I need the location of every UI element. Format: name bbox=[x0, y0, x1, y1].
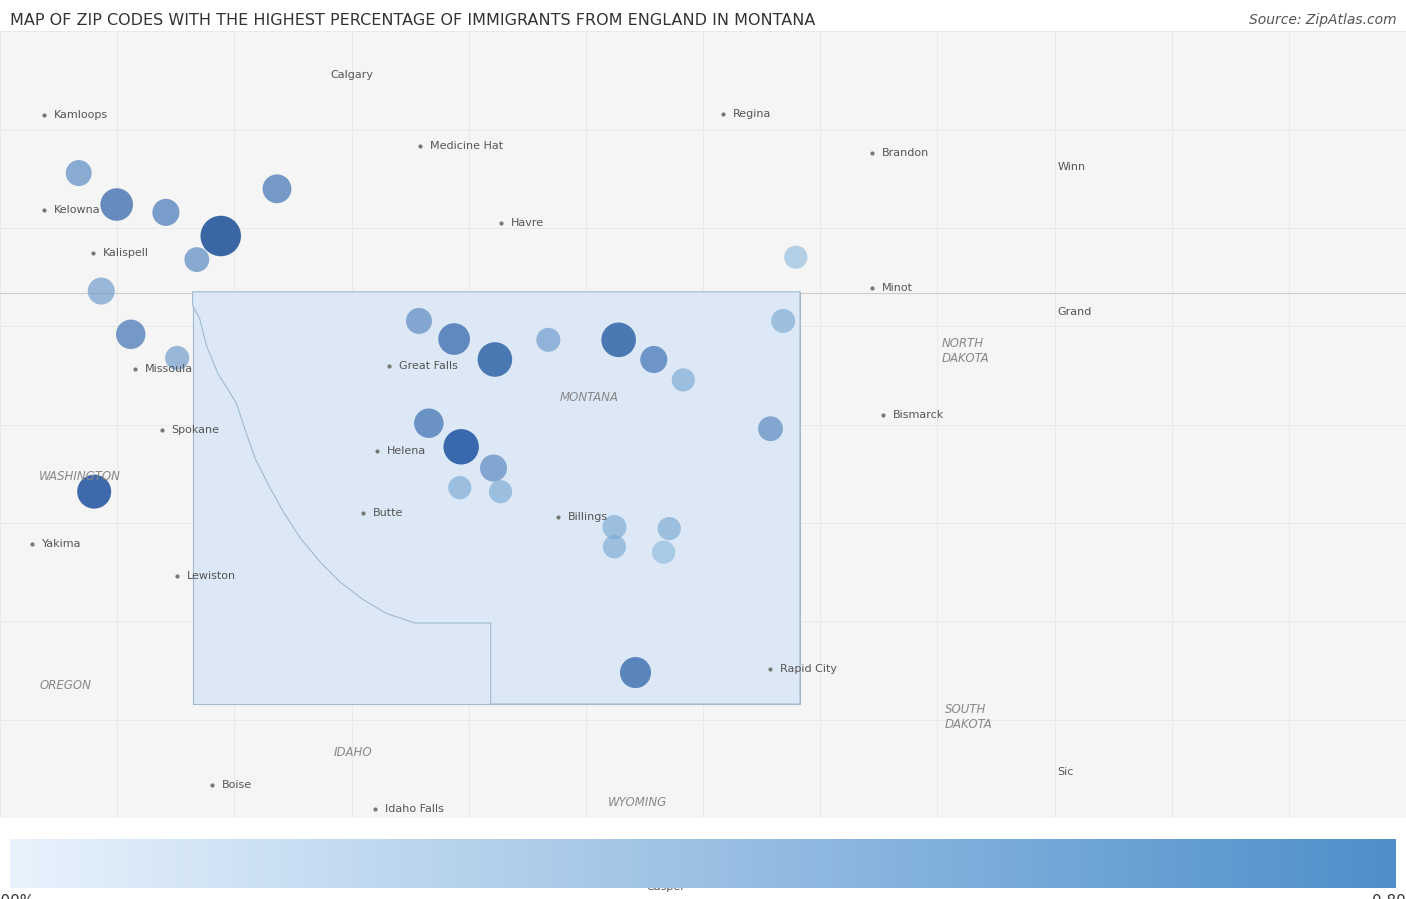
Point bbox=[537, 333, 560, 347]
Text: Helena: Helena bbox=[387, 446, 426, 456]
Text: SOUTH
DAKOTA: SOUTH DAKOTA bbox=[945, 703, 993, 732]
Point bbox=[607, 333, 630, 347]
Text: Source: ZipAtlas.com: Source: ZipAtlas.com bbox=[1249, 13, 1396, 28]
Text: Kalispell: Kalispell bbox=[103, 248, 149, 258]
Point bbox=[67, 166, 90, 181]
Point bbox=[266, 182, 288, 196]
Text: Cody: Cody bbox=[540, 847, 568, 857]
Text: IDAHO: IDAHO bbox=[333, 746, 371, 760]
Point bbox=[418, 416, 440, 431]
Text: Calgary: Calgary bbox=[330, 70, 374, 80]
Text: OREGON: OREGON bbox=[39, 680, 91, 692]
Text: Boise: Boise bbox=[222, 780, 252, 790]
Point bbox=[643, 352, 665, 367]
Point bbox=[484, 352, 506, 367]
Point bbox=[652, 545, 675, 559]
Text: Minot: Minot bbox=[882, 283, 912, 293]
Point bbox=[658, 521, 681, 536]
Text: Medicine Hat: Medicine Hat bbox=[430, 140, 503, 150]
Text: WYOMING: WYOMING bbox=[607, 796, 666, 809]
Text: Pocatello: Pocatello bbox=[344, 857, 395, 867]
Text: Spokane: Spokane bbox=[172, 425, 219, 435]
Point bbox=[603, 520, 626, 534]
Text: Sic: Sic bbox=[1057, 768, 1074, 778]
Point bbox=[155, 205, 177, 219]
Text: Lewiston: Lewiston bbox=[187, 571, 236, 581]
Text: MONTANA: MONTANA bbox=[560, 391, 619, 404]
Point bbox=[120, 327, 142, 342]
Point bbox=[450, 440, 472, 454]
Text: Great Falls: Great Falls bbox=[399, 360, 458, 370]
Point bbox=[482, 461, 505, 476]
Text: Winn: Winn bbox=[1057, 162, 1085, 172]
Point bbox=[772, 314, 794, 328]
Point bbox=[443, 332, 465, 346]
Text: NORTH
DAKOTA: NORTH DAKOTA bbox=[942, 337, 990, 365]
Bar bbox=[193, 292, 800, 704]
Text: Casper: Casper bbox=[647, 882, 686, 892]
Text: Bismarck: Bismarck bbox=[893, 410, 943, 421]
Text: Havre: Havre bbox=[510, 218, 544, 227]
Text: Yakima: Yakima bbox=[42, 539, 82, 548]
Text: Rapid City: Rapid City bbox=[780, 663, 838, 673]
Text: Billings: Billings bbox=[568, 512, 609, 521]
Point bbox=[166, 351, 188, 365]
Text: MAP OF ZIP CODES WITH THE HIGHEST PERCENTAGE OF IMMIGRANTS FROM ENGLAND IN MONTA: MAP OF ZIP CODES WITH THE HIGHEST PERCEN… bbox=[10, 13, 815, 28]
Point bbox=[105, 198, 128, 212]
Point bbox=[603, 539, 626, 554]
Text: Butte: Butte bbox=[373, 508, 404, 518]
Point bbox=[449, 480, 471, 494]
Text: Regina: Regina bbox=[733, 109, 770, 119]
Text: Kelowna: Kelowna bbox=[53, 205, 100, 215]
Text: Grand: Grand bbox=[1057, 307, 1091, 316]
Point bbox=[785, 250, 807, 264]
Text: Missoula: Missoula bbox=[145, 364, 193, 374]
Text: Brandon: Brandon bbox=[882, 148, 929, 158]
Point bbox=[186, 253, 208, 267]
Point bbox=[90, 284, 112, 298]
Point bbox=[489, 485, 512, 499]
Point bbox=[83, 485, 105, 499]
Text: WASHINGTON: WASHINGTON bbox=[39, 470, 121, 483]
Point bbox=[408, 314, 430, 328]
Text: Idaho Falls: Idaho Falls bbox=[385, 804, 444, 814]
Polygon shape bbox=[193, 292, 800, 704]
Point bbox=[209, 229, 232, 244]
Text: Kamloops: Kamloops bbox=[53, 110, 107, 120]
Point bbox=[672, 373, 695, 387]
Point bbox=[759, 422, 782, 436]
Point bbox=[624, 665, 647, 680]
